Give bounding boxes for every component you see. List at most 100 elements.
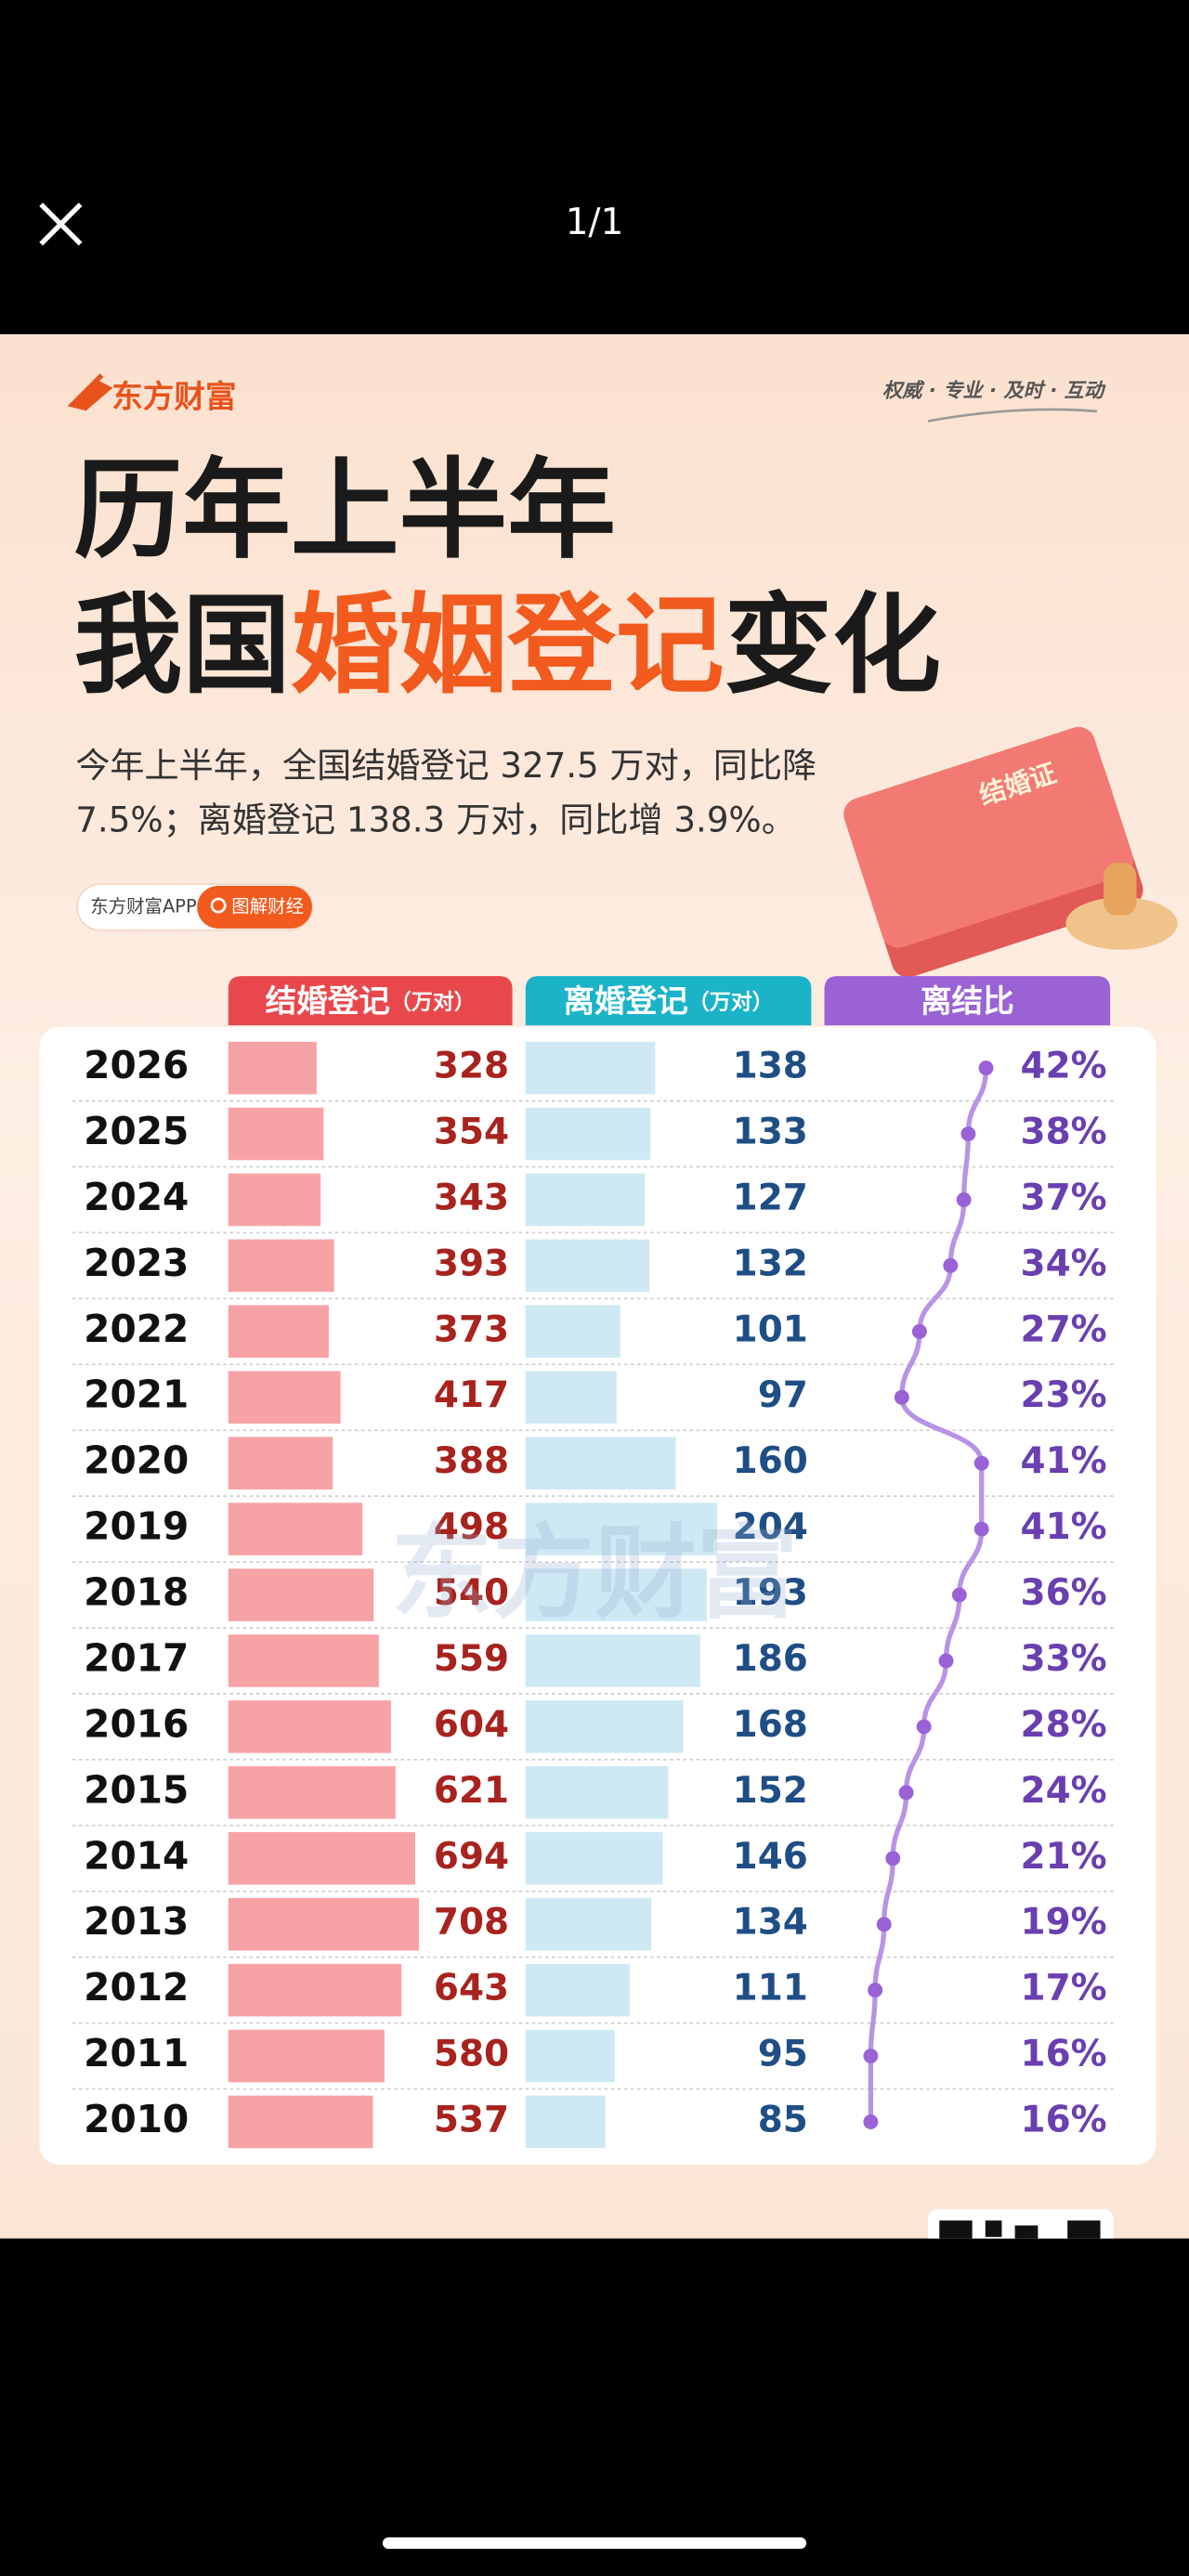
- table-rows: 2026 328 138 42% 2025 354 133 38% 2024 343 127 37% 2…: [72, 1041, 1117, 2149]
- column-header: 离结比: [921, 982, 1014, 1019]
- marriage-value: 604: [434, 1704, 509, 1746]
- marriage-value: 343: [434, 1177, 509, 1218]
- ratio-dot: [916, 1719, 932, 1735]
- ratio-value: 16%: [1021, 2099, 1107, 2140]
- ratio-value: 42%: [1021, 1046, 1107, 1087]
- year: 2024: [84, 1175, 189, 1219]
- marriage-bar: [228, 2095, 373, 2149]
- ratio-dot: [943, 1257, 959, 1273]
- year: 2011: [84, 2031, 189, 2075]
- marriage-value: 694: [434, 1836, 509, 1878]
- ratio-dot: [898, 1785, 914, 1801]
- year: 2014: [84, 1833, 189, 1878]
- marriage-bar: [228, 1963, 402, 2017]
- ratio-value: 34%: [1021, 1242, 1107, 1284]
- divorce-value: 101: [733, 1308, 808, 1350]
- marriage-bar: [228, 1766, 396, 1819]
- ratio-value: 41%: [1021, 1506, 1107, 1548]
- year: 2026: [84, 1043, 189, 1087]
- ratio-dot: [894, 1389, 909, 1405]
- ratio-value: 41%: [1021, 1440, 1107, 1482]
- year: 2022: [84, 1307, 189, 1351]
- column-header: 离婚登记（万对）: [563, 982, 773, 1019]
- close-button[interactable]: [39, 202, 83, 246]
- column-headers: 结婚登记（万对） 离婚登记（万对） 离结比: [228, 976, 1111, 1026]
- year: 2017: [84, 1635, 189, 1680]
- home-indicator: [382, 2537, 807, 2549]
- ratio-value: 27%: [1021, 1308, 1107, 1350]
- divorce-value: 111: [733, 1968, 808, 2010]
- year: 2018: [84, 1570, 189, 1615]
- ratio-dot: [911, 1323, 927, 1339]
- divorce-bar: [525, 1831, 663, 1885]
- marriage-value: 580: [434, 2034, 509, 2075]
- marriage-bar: [228, 1305, 329, 1359]
- description-line: 今年上半年，全国结婚登记 327.5 万对，同比降: [75, 746, 817, 786]
- year: 2012: [84, 1965, 189, 2010]
- ratio-value: 36%: [1021, 1572, 1107, 1614]
- marriage-bar: [228, 1107, 324, 1161]
- year: 2025: [84, 1109, 189, 1153]
- certificate-illustration: 结婚证: [843, 726, 1178, 978]
- title-line2: 我国婚姻登记变化: [74, 582, 941, 709]
- year: 2013: [84, 1899, 189, 1944]
- year: 2015: [84, 1767, 189, 1812]
- title-highlight: 婚姻登记: [291, 582, 725, 709]
- marriage-value: 373: [434, 1308, 509, 1350]
- ratio-dot: [863, 2049, 879, 2064]
- divorce-value: 85: [758, 2099, 808, 2140]
- divorce-bar: [525, 1305, 621, 1359]
- ratio-dot: [863, 2114, 879, 2129]
- app-button-label[interactable]: 图解财经: [231, 895, 304, 917]
- marriage-value: 417: [434, 1374, 509, 1416]
- column-header: 结婚登记（万对）: [266, 982, 476, 1019]
- ratio-value: 33%: [1021, 1638, 1107, 1680]
- ratio-value: 17%: [1021, 1968, 1107, 2010]
- ratio-value: 21%: [1021, 1836, 1107, 1878]
- column-header-tab: [228, 976, 513, 1026]
- divorce-value: 132: [733, 1242, 808, 1284]
- ratio-dot: [938, 1653, 954, 1669]
- column-unit: （万对）: [390, 989, 476, 1014]
- marriage-bar: [228, 1831, 415, 1885]
- ratio-dot: [951, 1587, 967, 1603]
- year: 2019: [84, 1504, 189, 1549]
- column-unit: （万对）: [688, 989, 774, 1014]
- marriage-value: 393: [434, 1242, 509, 1284]
- divorce-value: 193: [733, 1572, 808, 1614]
- ratio-dot: [973, 1521, 989, 1537]
- app-tag: 东方财富APP: [90, 895, 197, 917]
- slogan-swoosh: [927, 408, 1098, 423]
- divorce-bar: [525, 1437, 676, 1490]
- marriage-bar: [228, 1437, 333, 1490]
- divorce-bar: [525, 1766, 669, 1819]
- divorce-value: 134: [733, 1902, 808, 1944]
- brand-logo: [67, 373, 113, 411]
- poster: 东方财富 权威 · 专业 · 及时 · 互动 历年上半年 我国婚姻登记变化 今年…: [0, 333, 1189, 2239]
- divorce-bar: [525, 1963, 630, 2017]
- divorce-value: 133: [733, 1112, 808, 1153]
- marriage-value: 388: [434, 1440, 509, 1482]
- ratio-dot: [876, 1917, 892, 1932]
- divorce-value: 204: [733, 1506, 808, 1548]
- divorce-bar: [525, 1173, 646, 1227]
- divorce-bar: [525, 1897, 652, 1951]
- column-header-tab: [525, 976, 812, 1026]
- slogan: 权威 · 专业 · 及时 · 互动: [882, 380, 1106, 403]
- year: 2020: [84, 1438, 189, 1483]
- marriage-bar: [228, 1041, 317, 1095]
- marriage-value: 540: [434, 1572, 509, 1614]
- ratio-dot: [978, 1060, 994, 1076]
- divorce-bar: [525, 1503, 718, 1555]
- ratio-dot: [956, 1191, 972, 1207]
- ratio-value: 37%: [1021, 1177, 1107, 1218]
- marriage-bar: [228, 1173, 321, 1227]
- column-name: 离结比: [921, 982, 1014, 1019]
- app-button[interactable]: [197, 885, 312, 929]
- divorce-bar: [525, 1634, 700, 1687]
- ratio-value: 23%: [1021, 1374, 1107, 1416]
- divorce-value: 152: [733, 1770, 808, 1812]
- divorce-bar: [525, 1700, 684, 1753]
- marriage-value: 537: [434, 2099, 509, 2140]
